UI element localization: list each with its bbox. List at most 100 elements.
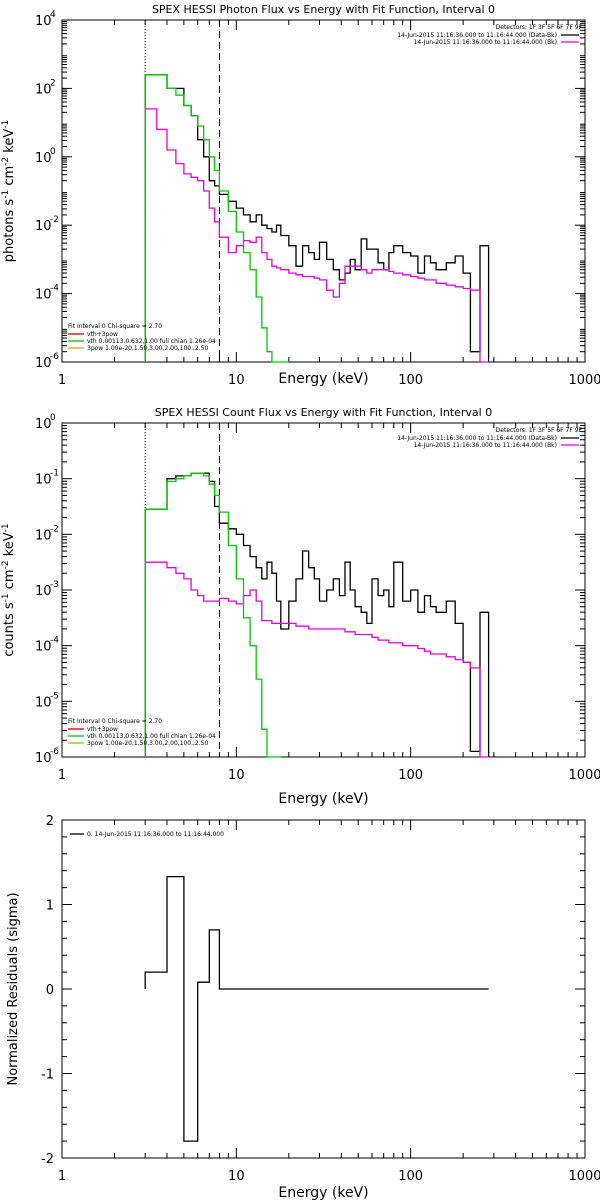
chart2-series-vth (144, 472, 281, 758)
chart1-y-tick-label: 104 (35, 10, 56, 29)
chart2-y-axis-label-part: -2 (1, 560, 11, 569)
chart2-y-tick-exp: -1 (50, 469, 59, 479)
chart1-y-tick-base: 10 (35, 151, 52, 166)
chart1-y-tick-exp: 0 (50, 147, 56, 157)
chart1-y-tick-base: 10 (35, 14, 52, 29)
chart1-y-axis-label-part: -1 (1, 190, 11, 199)
chart2-y-tick-exp: -5 (50, 691, 59, 701)
chart1-x-axis-label: Energy (keV) (278, 371, 368, 387)
chart3-y-tick-label: 1 (46, 899, 54, 914)
chart1-y-axis-label-part: cm (2, 166, 17, 190)
chart1-y-tick-exp: -6 (50, 352, 59, 362)
chart1-y-axis-label-part: photons s (2, 199, 17, 263)
chart1-y-axis-label: photons s-1 cm-2 keV-1 (1, 120, 17, 262)
chart2-series-bk (144, 561, 489, 758)
chart2-plot-frame (61, 422, 586, 758)
chart2-y-tick-base: 10 (35, 417, 52, 432)
chart2-legend-detectors: Detectors: 1F 3F 5F 6F 7F 9F (496, 427, 583, 434)
chart3-series-residuals (144, 875, 489, 1142)
chart2-y-tick-exp: 0 (50, 413, 56, 423)
chart2-x-tick-label: 1 (58, 768, 66, 783)
chart2-y-axis-label-part: counts s (2, 602, 17, 657)
chart1-y-tick-exp: -2 (50, 215, 59, 225)
chart2-y-axis-label-part: keV (2, 532, 17, 560)
chart2-y-tick-base: 10 (35, 473, 52, 488)
chart1-y-tick-label: 10-2 (35, 215, 59, 234)
chart2-x-axis-label: Energy (keV) (278, 791, 368, 807)
chart1-x-tick-label: 100 (398, 373, 423, 388)
chart1-y-tick-base: 10 (35, 219, 52, 234)
chart1-legend-entry-label: 14-Jun-2015 11:16:36.000 to 11:16:44.000… (397, 32, 557, 39)
chart2-y-tick-label: 10-2 (35, 524, 59, 543)
chart1-x-tick-label: 10 (228, 373, 245, 388)
chart2-y-tick-exp: -3 (50, 580, 59, 590)
chart3-x-axis-label: Energy (keV) (278, 1185, 368, 1200)
chart1-y-tick-label: 100 (35, 147, 56, 166)
chart3-y-axis-label: Normalized Residuals (sigma) (6, 892, 21, 1085)
chart2-y-tick-base: 10 (35, 584, 52, 599)
chart2-y-axis-label-part: cm (2, 569, 17, 593)
chart1-x-tick-label: 1 (58, 373, 66, 388)
chart1-series-vth (144, 74, 289, 363)
chart2-y-tick-base: 10 (35, 640, 52, 655)
chart2-x-tick-label: 100 (398, 768, 423, 783)
chart2-y-tick-base: 10 (35, 695, 52, 710)
chart2-y-axis-label-part: -1 (1, 523, 11, 532)
chart3-y-tick-label: 2 (46, 814, 54, 829)
chart1-x-tick-label: 1000 (568, 373, 600, 388)
chart1-plot-frame (61, 19, 586, 363)
chart1-y-tick-label: 10-4 (35, 284, 59, 303)
chart3-x-tick-label: 1 (58, 1169, 66, 1184)
chart3-y-tick-label: -2 (41, 1152, 54, 1167)
chart2-y-tick-exp: -2 (50, 524, 59, 534)
chart3-x-tick-label: 1000 (568, 1169, 600, 1184)
chart2-y-tick-label: 10-3 (35, 580, 59, 599)
chart1-y-axis-label-part: -2 (1, 157, 11, 166)
chart1-y-axis-label-part: -1 (1, 120, 11, 129)
chart1-series-data-bk (144, 74, 490, 362)
chart2-legend-entry-label: 14-Jun-2015 11:16:36.000 to 11:16:44.000… (397, 435, 557, 442)
chart2-y-axis-label: counts s-1 cm-2 keV-1 (1, 523, 17, 656)
chart1-y-tick-base: 10 (35, 288, 52, 303)
chart1-legend-fit-header: Fit Interval 0 Chi-square = 2.70 (68, 323, 162, 330)
chart2-legend-fit-label: 3pow 1.00e-20,1.50,3.00,2.00,100.,2.50 (87, 740, 208, 747)
chart3-x-tick-label: 100 (398, 1169, 423, 1184)
chart3-y-tick-label: 0 (46, 983, 54, 998)
chart3-y-tick-label: -1 (41, 1068, 54, 1083)
chart2-y-tick-label: 10-5 (35, 691, 59, 710)
chart1-y-tick-label: 10-6 (35, 352, 59, 371)
chart2-x-tick-label: 1000 (568, 768, 600, 783)
chart1-legend-fit-label: vth+3pow (87, 331, 118, 338)
chart1-y-tick-base: 10 (35, 82, 52, 97)
chart2-y-tick-label: 10-1 (35, 469, 59, 488)
chart2-y-tick-label: 100 (35, 413, 56, 432)
chart1-y-axis-label-part: keV (2, 129, 17, 157)
chart2-x-tick-label: 10 (228, 768, 245, 783)
chart2-y-tick-exp: -6 (50, 747, 59, 757)
chart1-legend-fit-label: 3pow 1.00e-20,1.50,3.00,2.00,100.,2.50 (87, 345, 208, 352)
chart1-y-tick-exp: -4 (50, 284, 59, 294)
chart1-legend-fit-label: vth 0.00113,0.632,1.00 full chian 1.26e-… (87, 338, 216, 345)
chart2-legend-fit-label: vth 0.00113,0.632,1.00 full chian 1.26e-… (87, 733, 216, 740)
chart2-y-tick-base: 10 (35, 528, 52, 543)
chart2-y-tick-label: 10-6 (35, 747, 59, 766)
chart3-legend-label: 0. 14-Jun-2015 11:16:36.000 to 11:16:44.… (87, 831, 224, 838)
chart1-y-tick-exp: 4 (50, 10, 56, 20)
chart2-y-tick-exp: -4 (50, 636, 59, 646)
chart1-series-bk (144, 108, 489, 363)
chart2-series-data-bk (144, 472, 490, 757)
chart1-legend-detectors: Detectors: 1F 3F 5F 6F 7F 9F (496, 24, 583, 31)
chart2-y-tick-label: 10-4 (35, 636, 59, 655)
chart2-legend-entry-label: 14-Jun-2015 11:16:36.000 to 11:16:44.000… (414, 442, 557, 449)
chart1-y-tick-label: 102 (35, 78, 56, 97)
chart1-title: SPEX HESSI Photon Flux vs Energy with Fi… (152, 3, 495, 16)
chart3-x-tick-label: 10 (228, 1169, 245, 1184)
chart2-y-tick-base: 10 (35, 751, 52, 766)
chart1-legend-entry-label: 14-Jun-2015 11:16:36.000 to 11:16:44.000… (414, 39, 557, 46)
chart1-y-tick-base: 10 (35, 356, 52, 371)
chart1-y-tick-exp: 2 (50, 78, 56, 88)
chart2-y-axis-label-part: -1 (1, 593, 11, 602)
chart2-title: SPEX HESSI Count Flux vs Energy with Fit… (155, 406, 492, 419)
